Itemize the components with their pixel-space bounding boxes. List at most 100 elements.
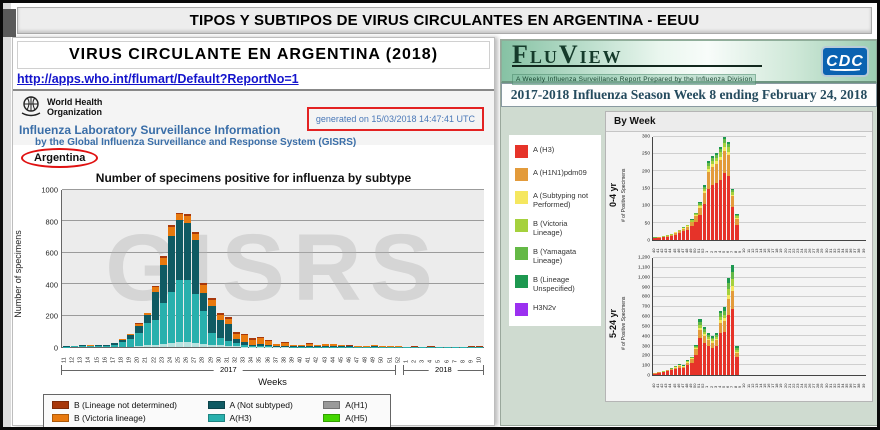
bar-segment — [731, 279, 735, 287]
x-tick-label: 24 — [167, 356, 174, 363]
gridline — [653, 257, 866, 258]
x-tick-label: 10 — [742, 383, 747, 388]
page-title: TIPOS Y SUBTIPOS DE VIRUS CIRCULANTES EN… — [17, 7, 872, 34]
bar-segment — [200, 282, 208, 286]
bar-segment — [722, 306, 727, 311]
bar-week-47 — [682, 137, 686, 240]
gridline — [62, 189, 484, 190]
bar-segment — [665, 370, 669, 372]
x-tick-label: 7 — [452, 359, 459, 363]
x-tick-label: 38 — [857, 248, 862, 253]
bar-segment — [702, 188, 706, 191]
bar-week-24 — [801, 258, 804, 375]
bar-segment — [694, 222, 698, 240]
bar-segment — [208, 344, 216, 347]
bar-week-23 — [797, 137, 800, 240]
bar-week-38 — [858, 258, 861, 375]
who-flumart-link[interactable]: http://apps.who.int/flumart/Default?Repo… — [13, 71, 494, 91]
bar-segment — [714, 333, 719, 335]
bar-segment — [722, 314, 727, 319]
bar-segment — [176, 279, 184, 343]
gridline — [653, 305, 866, 307]
bar-segment — [706, 161, 710, 164]
argentina-chart-y-axis: Number of specimens 0 200 400 600 800 1000 — [13, 186, 61, 353]
bar-segment — [216, 319, 224, 338]
fluview-panel: FluView A Weekly Influenza Surveillance … — [500, 39, 877, 426]
bar-segment — [240, 344, 249, 347]
legend-item: A(H1N1)pdm09 — [208, 426, 308, 427]
bar-segment — [665, 235, 669, 237]
bar-segment — [208, 299, 216, 307]
bar-segment — [686, 229, 690, 240]
bar-segment — [669, 369, 674, 371]
bar-segment — [710, 337, 715, 340]
bar-segment — [119, 339, 127, 340]
bar-segment — [718, 322, 723, 334]
bar-segment — [78, 344, 86, 347]
x-tick-label: 21 — [142, 356, 149, 363]
bar-segment — [694, 213, 698, 216]
bar-week-26 — [184, 190, 192, 347]
bar-week-41 — [657, 137, 661, 240]
bar-week-12 — [70, 190, 78, 347]
bars-container — [653, 258, 866, 375]
legend-item: A (Not subtyped) — [207, 400, 308, 410]
x-tick-label: 1 — [403, 359, 410, 363]
bar-segment — [735, 357, 739, 375]
bar-week-44 — [330, 190, 338, 347]
argentina-legend: B (Lineage not determined) B (Victoria li… — [43, 394, 391, 427]
bar-segment — [735, 353, 739, 358]
bar-segment — [216, 337, 224, 346]
bar-week-37 — [854, 258, 857, 375]
bar-week-40 — [653, 258, 657, 375]
x-tick-label: 8 — [460, 359, 467, 363]
bar-week-17 — [111, 190, 119, 347]
y-tick-label: 200 — [641, 169, 650, 175]
bar-segment — [727, 176, 731, 240]
x-tick-label: 23 — [159, 356, 165, 363]
bar-segment — [731, 264, 735, 273]
bar-segment — [682, 227, 686, 229]
bar-segment — [718, 333, 723, 375]
bar-segment — [735, 224, 739, 240]
x-tick-label: 36 — [264, 356, 271, 363]
bar-segment — [167, 226, 176, 236]
y-tick-label: 800 — [641, 294, 650, 300]
bar-segment — [159, 343, 167, 347]
bar-segment — [718, 160, 723, 180]
bar-week-19 — [780, 137, 783, 240]
cdc-logo: CDC — [821, 46, 869, 77]
bar-week-28 — [200, 190, 208, 347]
bar-week-23 — [159, 190, 167, 347]
y-tick-label: 50 — [644, 221, 650, 227]
bar-segment — [690, 362, 694, 375]
y-tick-label: 100 — [641, 203, 650, 209]
bar-segment — [694, 213, 698, 214]
legend-swatch — [515, 303, 528, 316]
bar-week-28 — [817, 258, 820, 375]
country-label-argentina: Argentina — [21, 148, 99, 168]
bar-week-50 — [694, 137, 698, 240]
who-header-section: World Health Organization Influenza Labo… — [13, 91, 494, 148]
fluview-body: A (H3) A (H1N1)pdm09 A (Subtyping not Perf… — [501, 107, 877, 405]
bar-segment — [682, 228, 686, 232]
bar-segment — [257, 345, 265, 347]
y-tick-label: 200 — [641, 353, 650, 359]
bar-week-25 — [176, 190, 184, 347]
bar-segment — [731, 196, 735, 208]
fluview-tagline: A Weekly Influenza Surveillance Report P… — [512, 74, 757, 85]
bar-week-40 — [653, 137, 657, 240]
legend-label: A (H3) — [533, 145, 555, 154]
bar-segment — [232, 333, 240, 340]
chart-5-24yr: 0 100 200 300 400 500 600 700 800 900 1,000 1,100 1,… — [632, 256, 866, 388]
bar-segment — [143, 312, 151, 315]
bar-segment — [151, 344, 159, 347]
legend-label: B (Lineage not determined) — [74, 400, 178, 410]
bar-week-10 — [476, 190, 484, 347]
chart-0-4yr-y-axis: 0 50 100 150 200 250 300 — [632, 135, 652, 244]
x-tick-label: 39 — [289, 356, 296, 363]
bar-segment — [731, 188, 735, 190]
bar-segment — [265, 340, 273, 345]
bar-segment — [289, 345, 297, 347]
